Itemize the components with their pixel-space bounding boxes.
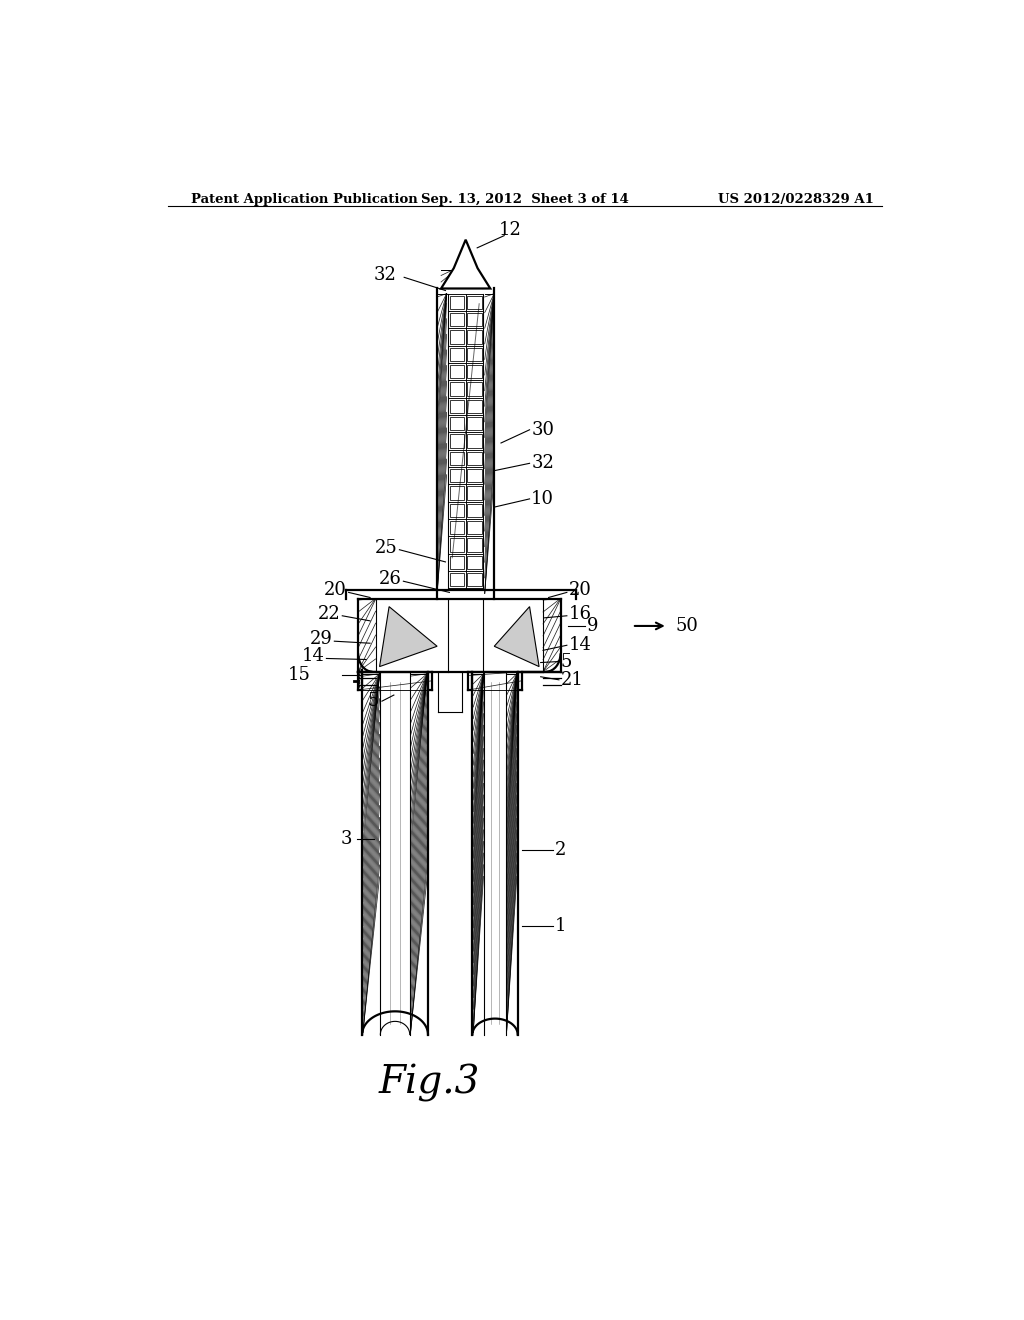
Text: 20: 20 xyxy=(568,581,591,599)
Text: 12: 12 xyxy=(499,220,522,239)
Polygon shape xyxy=(495,607,539,667)
Bar xyxy=(467,521,481,535)
Text: Fig.3: Fig.3 xyxy=(379,1064,480,1102)
Bar xyxy=(467,573,481,586)
Bar xyxy=(450,417,464,430)
Bar xyxy=(467,347,481,360)
Text: 29: 29 xyxy=(310,630,333,648)
Bar xyxy=(467,296,481,309)
Bar xyxy=(450,330,464,343)
Bar xyxy=(467,469,481,482)
Text: 32: 32 xyxy=(374,267,396,284)
Text: 30: 30 xyxy=(531,421,554,438)
Bar xyxy=(450,347,464,360)
Text: 16: 16 xyxy=(568,605,592,623)
Text: 5: 5 xyxy=(368,692,379,710)
Bar xyxy=(450,486,464,499)
Bar xyxy=(467,313,481,326)
Text: 50: 50 xyxy=(676,616,698,635)
Text: 14: 14 xyxy=(568,636,591,655)
Bar xyxy=(467,417,481,430)
Text: 20: 20 xyxy=(325,581,347,599)
Text: 15: 15 xyxy=(288,665,310,684)
Bar xyxy=(467,504,481,517)
Text: 9: 9 xyxy=(587,616,598,635)
Bar xyxy=(450,521,464,535)
Bar xyxy=(450,364,464,379)
Text: 5: 5 xyxy=(560,652,571,671)
Text: 26: 26 xyxy=(379,570,401,589)
Text: Patent Application Publication: Patent Application Publication xyxy=(191,193,418,206)
Text: Sep. 13, 2012  Sheet 3 of 14: Sep. 13, 2012 Sheet 3 of 14 xyxy=(421,193,629,206)
Bar xyxy=(450,556,464,569)
Text: 1: 1 xyxy=(555,917,566,935)
Bar xyxy=(467,556,481,569)
Text: US 2012/0228329 A1: US 2012/0228329 A1 xyxy=(718,193,873,206)
Polygon shape xyxy=(380,607,437,667)
Bar xyxy=(450,539,464,552)
Bar xyxy=(467,383,481,396)
Text: 14: 14 xyxy=(302,647,325,665)
Text: 2: 2 xyxy=(555,841,566,858)
Bar xyxy=(467,434,481,447)
Bar xyxy=(450,313,464,326)
Text: 32: 32 xyxy=(531,454,554,473)
Bar xyxy=(450,504,464,517)
Bar xyxy=(450,383,464,396)
Bar xyxy=(450,434,464,447)
Bar xyxy=(450,469,464,482)
Polygon shape xyxy=(441,240,490,289)
Bar xyxy=(450,451,464,465)
Bar xyxy=(467,364,481,379)
Text: 25: 25 xyxy=(375,539,397,557)
Text: 3: 3 xyxy=(340,830,352,849)
Bar xyxy=(450,296,464,309)
Bar xyxy=(467,400,481,413)
Text: 22: 22 xyxy=(317,605,341,623)
Bar xyxy=(450,573,464,586)
Bar xyxy=(467,486,481,499)
Bar xyxy=(467,451,481,465)
Bar xyxy=(467,539,481,552)
Text: 10: 10 xyxy=(531,490,554,508)
Bar xyxy=(467,330,481,343)
Text: 21: 21 xyxy=(560,671,584,689)
Bar xyxy=(450,400,464,413)
